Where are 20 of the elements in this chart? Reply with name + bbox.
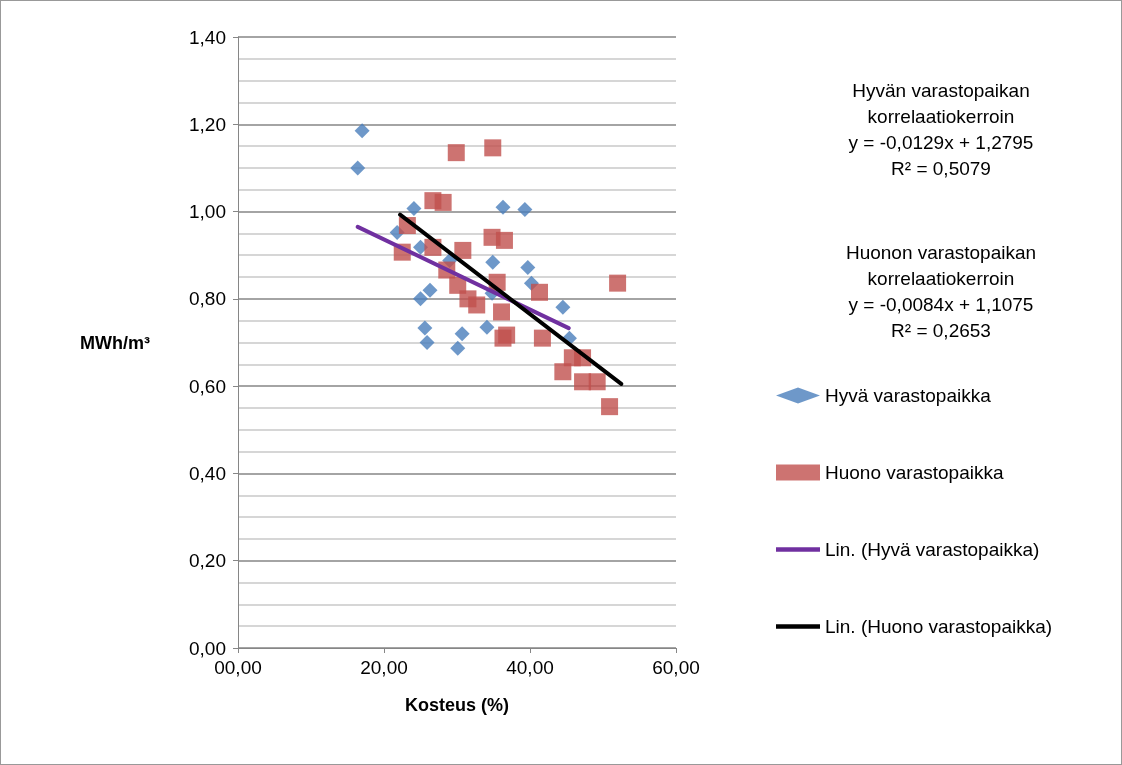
y-tick-label: 0,20 [189, 550, 226, 572]
legend-label: Hyvä varastopaikka [825, 385, 992, 406]
x-tick-label: 60,00 [652, 657, 700, 678]
text: Huonon varastopaikan korrelaatiokerroin y = -0,0084x + 1,1075 R² = 0,2653 [845, 241, 1037, 341]
x-axis-title: Kosteus (%) [404, 695, 510, 715]
legend-label: Lin. (Hyvä varastopaikka) [825, 539, 1040, 560]
legend-label: Lin. (Huono varastopaikka) [825, 616, 1053, 637]
y-tick-label: 0,40 [189, 462, 226, 484]
y-tick-label: 1,40 [189, 26, 226, 48]
x-tick-label: 00,00 [214, 657, 262, 678]
y-tick-label: 1,00 [189, 201, 226, 223]
x-tick-label: 40,00 [506, 657, 554, 678]
x-tick-label: 20,00 [360, 657, 408, 678]
y-tick-label: 0,00 [189, 637, 226, 659]
y-tick-label: 0,80 [189, 288, 226, 310]
text: Hyvän varastopaikan korrelaatiokerroin y = -0,0129x + 1,2795 R² = 0,5079 [848, 79, 1034, 179]
y-tick-label: 0,60 [189, 375, 226, 397]
y-tick-label: 1,20 [189, 113, 226, 135]
y-axis-title: MWh/m³ [80, 332, 150, 353]
legend-label: Huono varastopaikka [825, 462, 1004, 483]
